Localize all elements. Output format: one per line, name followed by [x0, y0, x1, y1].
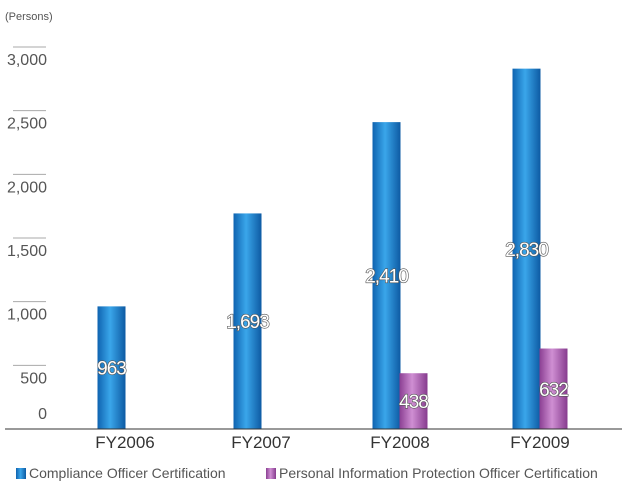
bar — [233, 213, 262, 429]
bar-value-label: 632 — [539, 380, 568, 401]
bar-value-label: 963 — [97, 359, 126, 380]
x-category-label: FY2009 — [510, 433, 570, 452]
bar — [539, 348, 568, 429]
legend-swatch — [266, 468, 276, 479]
y-tick-label: 2,500 — [7, 116, 47, 133]
legend-swatch — [16, 468, 26, 479]
x-category-label: FY2006 — [95, 433, 155, 452]
y-tick-label: 1,500 — [7, 243, 47, 260]
y-tick-label: 0 — [38, 406, 47, 423]
y-tick-label: 1,000 — [7, 307, 47, 324]
x-axis: FY2006 FY2007 FY2008 FY2009 — [95, 433, 570, 452]
bar — [512, 68, 541, 429]
y-tick-label: 500 — [20, 370, 47, 387]
legend-entry: Compliance Officer Certification — [29, 465, 226, 481]
bar — [97, 306, 126, 429]
bar-value-label: 2,830 — [505, 240, 548, 261]
x-category-label: FY2007 — [231, 433, 291, 452]
bar — [372, 122, 401, 430]
y-tick-label: 3,000 — [7, 52, 47, 69]
y-axis: 0 500 1,000 1,500 2,000 2,500 3,000 — [7, 46, 47, 423]
bar — [399, 373, 428, 429]
unit-label: (Persons) — [5, 11, 53, 23]
bar-value-label: 1,693 — [226, 312, 269, 333]
bar-value-label: 2,410 — [365, 267, 408, 288]
legend: Compliance Officer Certification Personal… — [16, 465, 598, 481]
bar-value-label: 438 — [399, 392, 428, 413]
bars — [97, 68, 568, 430]
legend-entry: Personal Information Protection Officer … — [279, 465, 598, 481]
x-category-label: FY2008 — [370, 433, 430, 452]
value-labels: 963 1,693 2,410 438 2,830 632 — [97, 239, 570, 413]
y-tick-label: 2,000 — [7, 179, 47, 196]
